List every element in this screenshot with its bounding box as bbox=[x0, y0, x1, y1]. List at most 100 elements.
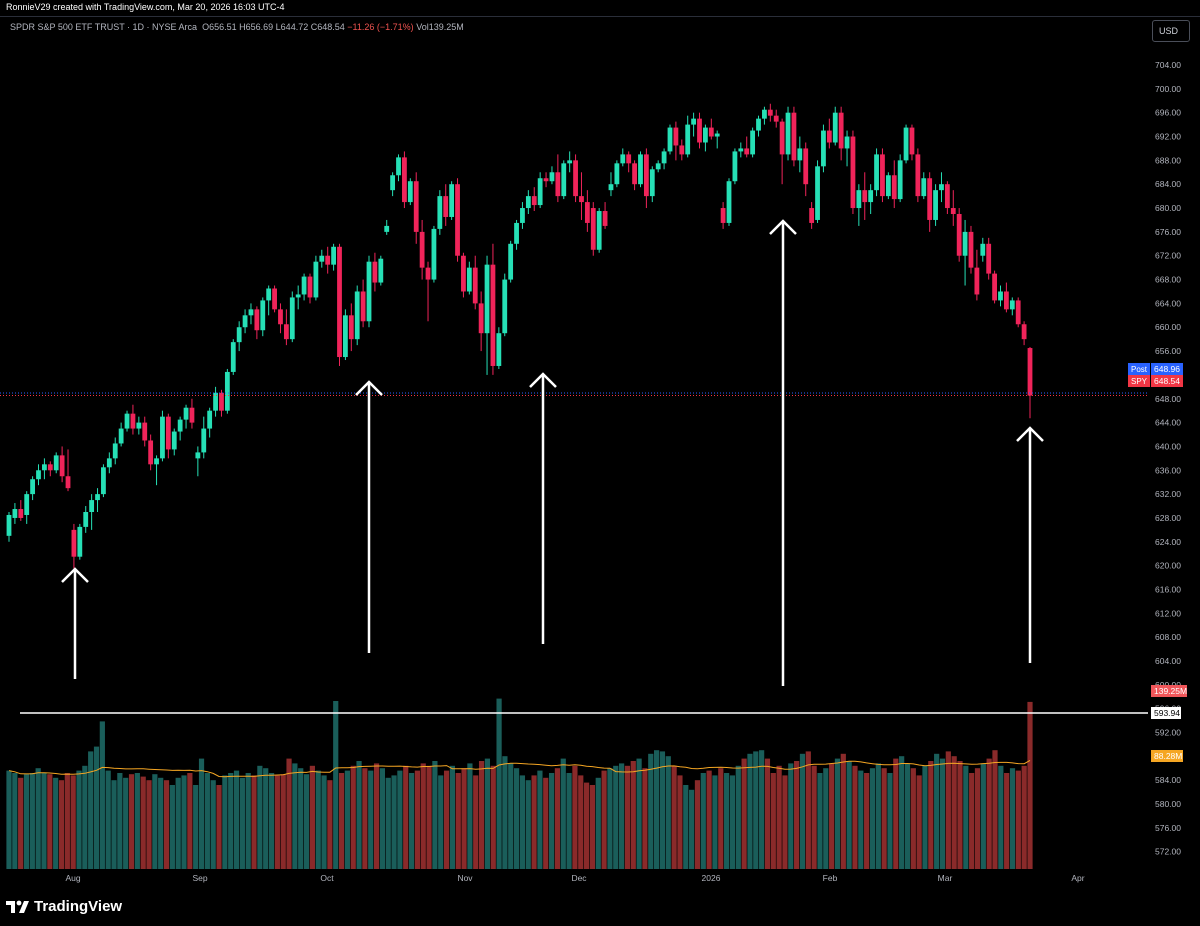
candle-body bbox=[325, 255, 331, 265]
volume-bar bbox=[525, 780, 531, 869]
currency-button[interactable]: USD bbox=[1152, 20, 1190, 42]
volume-bar bbox=[560, 758, 566, 869]
volume-bar bbox=[811, 765, 817, 869]
candle-body bbox=[289, 297, 295, 340]
candle-body bbox=[549, 172, 555, 182]
y-tick-label: 692.00 bbox=[1155, 132, 1181, 142]
candle-body bbox=[407, 181, 413, 203]
volume-bar bbox=[473, 775, 479, 869]
volume-bar bbox=[729, 775, 736, 869]
volume-bar bbox=[432, 761, 438, 869]
y-tick-label: 696.00 bbox=[1155, 108, 1181, 118]
y-tick-label: 592.00 bbox=[1155, 728, 1181, 738]
volume-bar bbox=[35, 768, 41, 869]
candle-body bbox=[378, 258, 384, 283]
hline-badge: 593.94 bbox=[1151, 707, 1181, 719]
candle-body bbox=[797, 148, 803, 161]
candle-body bbox=[649, 169, 655, 197]
spy-price-badge-box bbox=[1151, 375, 1183, 387]
volume-bar bbox=[665, 756, 671, 869]
volume-bar bbox=[741, 758, 747, 869]
y-tick-label: 600.00 bbox=[1155, 680, 1181, 690]
candle-body bbox=[956, 214, 962, 256]
candle-body bbox=[437, 196, 443, 229]
candle-body bbox=[850, 136, 856, 209]
candle-body bbox=[236, 327, 242, 343]
volume-bar bbox=[449, 765, 456, 869]
volume-bar bbox=[724, 773, 730, 869]
volume-bar bbox=[829, 763, 835, 869]
up-arrow bbox=[529, 372, 557, 644]
x-tick-label: 2026 bbox=[702, 873, 721, 883]
y-tick-label: 628.00 bbox=[1155, 513, 1181, 523]
candle-body bbox=[224, 371, 230, 411]
y-tick-label: 640.00 bbox=[1155, 441, 1181, 451]
candle-body bbox=[348, 315, 354, 340]
legend-close: C648.54 bbox=[310, 22, 345, 32]
volume-bar bbox=[438, 775, 444, 869]
candle-body bbox=[821, 130, 826, 167]
candle-body bbox=[431, 228, 437, 280]
y-tick-label: 664.00 bbox=[1155, 298, 1181, 308]
candle-body bbox=[396, 157, 401, 176]
volume-bar bbox=[519, 775, 526, 869]
volume-bar bbox=[478, 761, 485, 869]
volume-bar bbox=[583, 782, 590, 869]
volume-bar bbox=[169, 785, 175, 869]
spy-price-badge-tag-text: SPY bbox=[1131, 377, 1148, 386]
candle-body bbox=[1027, 348, 1033, 396]
post-price-badge-value: 648.96 bbox=[1154, 364, 1180, 374]
candle-body bbox=[968, 231, 974, 268]
candle-body bbox=[714, 133, 720, 137]
candle-body bbox=[868, 190, 874, 203]
candle-body bbox=[950, 208, 956, 214]
candle-body bbox=[832, 112, 838, 143]
y-tick-label: 676.00 bbox=[1155, 227, 1181, 237]
volume-bar bbox=[928, 761, 934, 869]
footer-bar bbox=[0, 894, 1200, 926]
y-tick-label: 648.00 bbox=[1155, 394, 1181, 404]
candle-body bbox=[720, 208, 726, 223]
candle-body bbox=[201, 428, 207, 453]
tradingview-logo-text[interactable]: TradingView bbox=[34, 898, 123, 915]
volume-bar bbox=[117, 773, 123, 869]
volume-bar bbox=[23, 774, 30, 869]
candle-body bbox=[472, 267, 478, 304]
volume-bar bbox=[41, 773, 47, 869]
volume-bar bbox=[1021, 765, 1027, 869]
candle-body bbox=[891, 175, 897, 200]
candle-body bbox=[213, 392, 218, 411]
tradingview-logo-icon[interactable] bbox=[6, 899, 30, 915]
volume-bar bbox=[706, 770, 712, 869]
candle-body bbox=[6, 514, 12, 536]
volume-bar bbox=[105, 770, 111, 869]
volume-bar bbox=[216, 785, 222, 869]
price-chart[interactable]: 704.00 700.00 696.00 692.00 688.00 684.00 680.… bbox=[0, 17, 1200, 895]
candle-body bbox=[42, 464, 47, 471]
volume-bar bbox=[111, 780, 117, 869]
candle-body bbox=[1015, 300, 1021, 325]
volume-bar bbox=[245, 773, 251, 869]
volume-bar bbox=[12, 773, 18, 869]
candle-body bbox=[360, 291, 366, 322]
candle-body bbox=[384, 225, 390, 232]
x-tick-label: Sep bbox=[192, 873, 207, 883]
candle-body bbox=[708, 127, 714, 137]
candle-body bbox=[909, 127, 915, 155]
volume-bar bbox=[1015, 770, 1021, 869]
candle-body bbox=[77, 526, 83, 557]
volume-bar bbox=[163, 780, 170, 869]
candle-body bbox=[897, 160, 903, 200]
volume-bar bbox=[181, 775, 187, 869]
volume-bar bbox=[362, 768, 368, 869]
volume-bar bbox=[187, 773, 193, 869]
volume-bar bbox=[158, 777, 164, 869]
spy-price-badge-value: 648.54 bbox=[1154, 376, 1180, 386]
volume-bar bbox=[134, 773, 140, 869]
volume-bar bbox=[648, 753, 654, 869]
volume-bar bbox=[980, 763, 986, 869]
volume-bar bbox=[782, 775, 788, 869]
chart-frame[interactable]: 704.00 700.00 696.00 692.00 688.00 684.00 680.… bbox=[0, 16, 1200, 894]
candle-body bbox=[165, 416, 171, 450]
volume-bar bbox=[910, 768, 916, 869]
